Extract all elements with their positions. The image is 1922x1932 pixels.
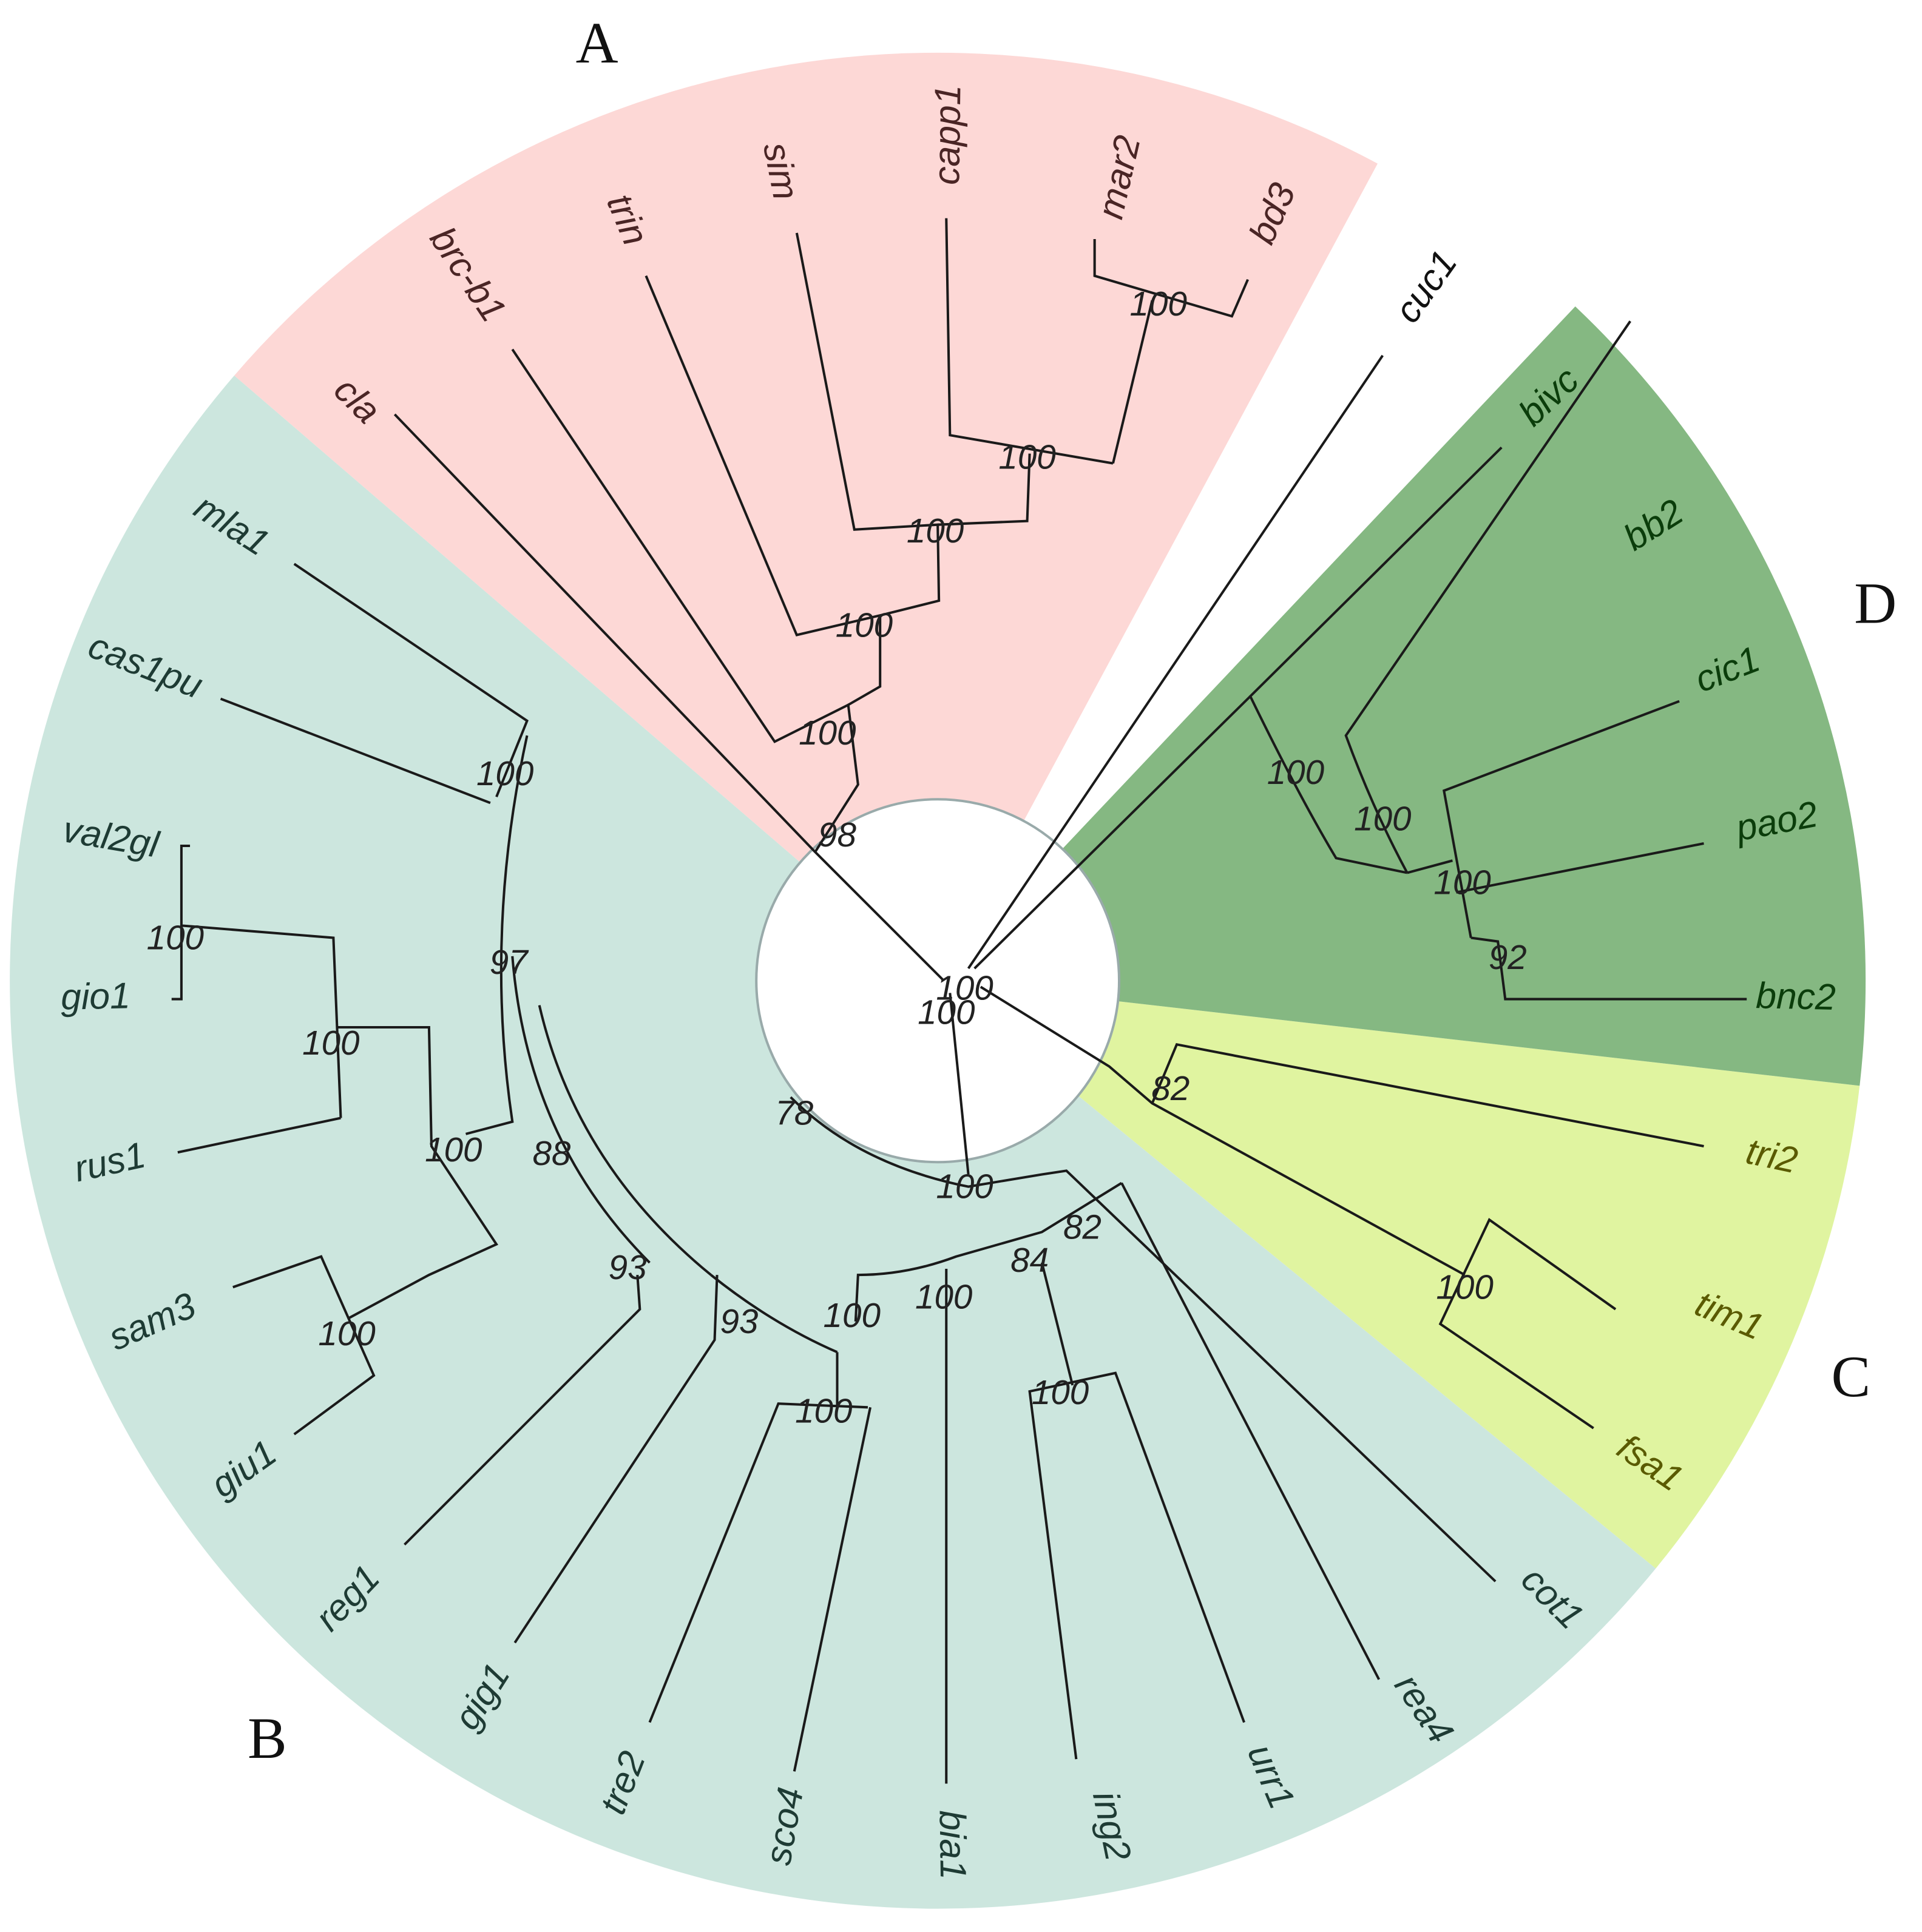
branch	[220, 562, 529, 1135]
clade-sector	[938, 306, 1866, 1086]
support-value: 82	[1063, 1208, 1101, 1246]
support-value: 93	[609, 1248, 647, 1286]
clade-sector	[10, 375, 1656, 1909]
branch	[710, 993, 1497, 1784]
support-value: 98	[818, 816, 856, 854]
leaf-label: capp1	[925, 84, 968, 185]
support-value: 97	[490, 943, 529, 981]
clade-sector	[938, 981, 1860, 1569]
branch	[967, 354, 1384, 970]
support-value: 100	[915, 1277, 972, 1316]
support-value: 100	[824, 1296, 881, 1334]
clade-label: B	[248, 1706, 287, 1771]
center-circle	[755, 798, 1121, 1164]
support-value: 84	[1010, 1241, 1049, 1279]
support-value: 100	[1267, 753, 1324, 791]
support-value: 100	[936, 1167, 993, 1206]
leaf-label: bia1	[932, 1810, 975, 1880]
branches	[171, 218, 1747, 1784]
clade-label: D	[1854, 570, 1897, 635]
support-value: 100	[302, 1024, 359, 1062]
support-value: 92	[1489, 938, 1527, 976]
branch	[938, 218, 1249, 526]
support-value: 88	[532, 1134, 570, 1172]
support-value: 100	[1032, 1373, 1089, 1411]
leaf-label: cuc1	[1386, 243, 1464, 330]
support-value: 100	[799, 714, 856, 752]
clade-sector	[234, 52, 1378, 981]
support-value: 100	[1130, 285, 1187, 323]
support-value: 100	[907, 512, 964, 550]
support-value: 100	[1433, 863, 1491, 902]
branch	[393, 348, 945, 982]
support-value: 100	[836, 606, 893, 644]
leaf-label: bnc2	[1756, 974, 1836, 1018]
leaf-label: tri2	[1742, 1130, 1801, 1181]
branch	[1248, 320, 1747, 1001]
support-value: 82	[1151, 1069, 1189, 1107]
support-value: 100	[918, 993, 975, 1032]
support-value: 100	[425, 1130, 482, 1169]
support-value: 100	[795, 1391, 852, 1430]
support-value: 100	[936, 968, 993, 1007]
clade-label: C	[1832, 1344, 1871, 1409]
support-value: 78	[775, 1093, 813, 1132]
leaf-label: gio1	[60, 974, 130, 1018]
support-value: 100	[147, 919, 204, 957]
support-value: 100	[476, 754, 533, 792]
support-value: 100	[1354, 800, 1411, 838]
support-value: 100	[318, 1314, 375, 1353]
support-value: 93	[720, 1302, 758, 1340]
branch	[980, 985, 1704, 1430]
support-value: 100	[998, 438, 1055, 476]
support-value: 100	[1436, 1268, 1493, 1306]
branch	[171, 844, 498, 1436]
branch	[404, 956, 872, 1772]
clade-label: A	[576, 10, 618, 75]
clade-sectors	[10, 52, 1866, 1909]
